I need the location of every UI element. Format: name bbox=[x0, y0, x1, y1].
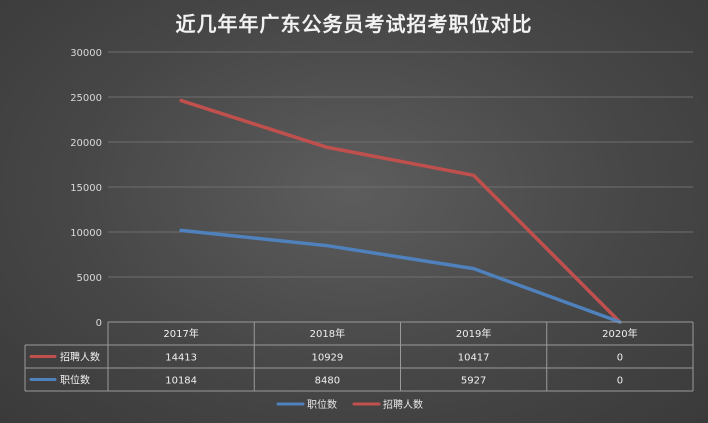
data-label: 0 bbox=[617, 353, 623, 364]
legend-label: 职位数 bbox=[307, 398, 337, 411]
data-label: 8480 bbox=[315, 376, 340, 387]
grid-lines bbox=[108, 51, 693, 278]
data-label: 10929 bbox=[311, 353, 343, 364]
data-label: 10184 bbox=[165, 376, 197, 387]
series-line bbox=[179, 98, 622, 324]
data-label: 14413 bbox=[165, 353, 197, 364]
table-row-label: 职位数 bbox=[60, 374, 90, 387]
y-tick-label: 30000 bbox=[70, 48, 102, 59]
y-tick-label: 15000 bbox=[70, 183, 102, 194]
series-line bbox=[179, 228, 622, 324]
y-axis-ticks: 0 5000 10000 15000 20000 25000 30000 bbox=[70, 48, 102, 329]
y-tick-label: 0 bbox=[96, 318, 102, 329]
x-category-label: 2017年 bbox=[163, 327, 198, 340]
x-category-label: 2019年 bbox=[456, 327, 491, 340]
y-tick-label: 20000 bbox=[70, 138, 102, 149]
data-label: 0 bbox=[617, 376, 623, 387]
x-category-label: 2018年 bbox=[310, 327, 345, 340]
legend: 职位数 招聘人数 bbox=[276, 398, 423, 411]
data-label: 10417 bbox=[458, 353, 490, 364]
legend-label: 招聘人数 bbox=[383, 398, 423, 411]
table-row-label: 招聘人数 bbox=[60, 351, 100, 364]
y-tick-label: 25000 bbox=[70, 93, 102, 104]
y-tick-label: 10000 bbox=[70, 228, 102, 239]
x-category-label: 2020年 bbox=[602, 327, 637, 340]
y-tick-label: 5000 bbox=[77, 273, 102, 284]
data-label: 5927 bbox=[461, 376, 486, 387]
series-lines bbox=[179, 98, 622, 324]
chart-title: 近几年年广东公务员考试招考职位对比 bbox=[175, 12, 533, 36]
